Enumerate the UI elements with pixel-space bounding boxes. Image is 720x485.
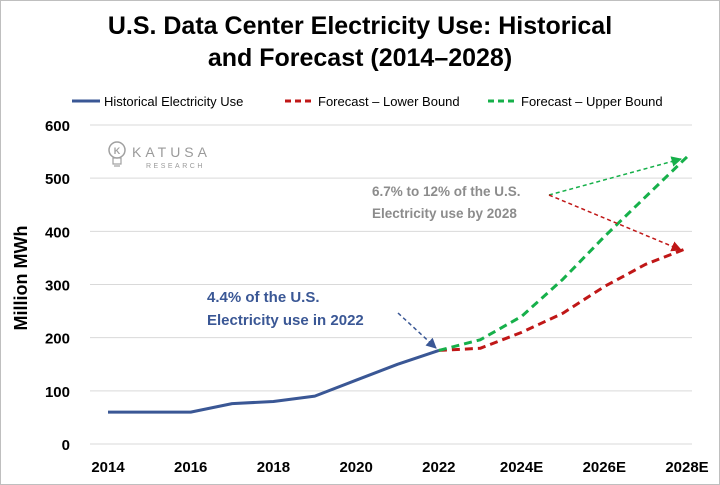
x-tick-label: 2026E bbox=[583, 459, 626, 476]
katusa-logo: K KATUSA RESEARCH bbox=[108, 141, 211, 170]
lightbulb-icon: K bbox=[108, 141, 126, 167]
y-axis-ticks: 0 100 200 300 400 500 600 bbox=[45, 118, 70, 454]
y-tick-label: 200 bbox=[45, 331, 70, 348]
annotation-2028-arrow-upper bbox=[548, 156, 683, 196]
svg-text:K: K bbox=[114, 146, 121, 156]
gridlines bbox=[90, 124, 692, 445]
x-tick-label: 2020 bbox=[339, 459, 372, 476]
annotation-2022-arrow bbox=[397, 312, 437, 349]
series-line-historical bbox=[108, 348, 440, 414]
legend: Historical Electricity Use Forecast – Lo… bbox=[72, 94, 663, 109]
chart-title-line-2: and Forecast (2014–2028) bbox=[207, 44, 513, 72]
series-lines bbox=[107, 155, 689, 414]
series-line-lower-bound bbox=[438, 246, 688, 352]
chart-title-line-1: U.S. Data Center Electricity Use: Histor… bbox=[107, 12, 613, 40]
series-line-upper-bound bbox=[438, 155, 689, 352]
y-tick-label: 600 bbox=[45, 118, 70, 135]
legend-label-upper: Forecast – Upper Bound bbox=[521, 94, 663, 109]
y-tick-label: 100 bbox=[45, 384, 70, 401]
annotation-2028-arrow-lower bbox=[548, 194, 682, 252]
legend-label-lower: Forecast – Lower Bound bbox=[318, 94, 460, 109]
y-tick-label: 300 bbox=[45, 278, 70, 295]
x-tick-label: 2018 bbox=[257, 459, 290, 476]
x-axis-ticks: 2014 2016 2018 2020 2022 2024E 2026E 2028E bbox=[91, 459, 708, 476]
annotation-2028-line-1: 6.7% to 12% of the U.S. bbox=[372, 184, 521, 199]
x-tick-label: 2014 bbox=[91, 459, 125, 476]
y-tick-label: 500 bbox=[45, 171, 70, 188]
chart-title: U.S. Data Center Electricity Use: Histor… bbox=[0, 10, 720, 74]
x-tick-label: 2024E bbox=[500, 459, 543, 476]
x-tick-label: 2016 bbox=[174, 459, 207, 476]
annotation-2022-line-1: 4.4% of the U.S. bbox=[207, 289, 320, 306]
y-tick-label: 400 bbox=[45, 224, 70, 241]
annotations: 4.4% of the U.S. Electricity use in 2022… bbox=[207, 156, 683, 349]
logo-sub: RESEARCH bbox=[146, 163, 205, 170]
logo-name: KATUSA bbox=[132, 144, 211, 160]
y-axis-label: Million MWh bbox=[11, 226, 31, 331]
x-tick-label: 2028E bbox=[665, 459, 708, 476]
annotation-2028-line-2: Electricity use by 2028 bbox=[372, 206, 517, 221]
y-tick-label: 0 bbox=[62, 437, 70, 454]
annotation-2022-line-2: Electricity use in 2022 bbox=[207, 312, 364, 329]
legend-label-historical: Historical Electricity Use bbox=[104, 94, 243, 109]
x-tick-label: 2022 bbox=[422, 459, 455, 476]
